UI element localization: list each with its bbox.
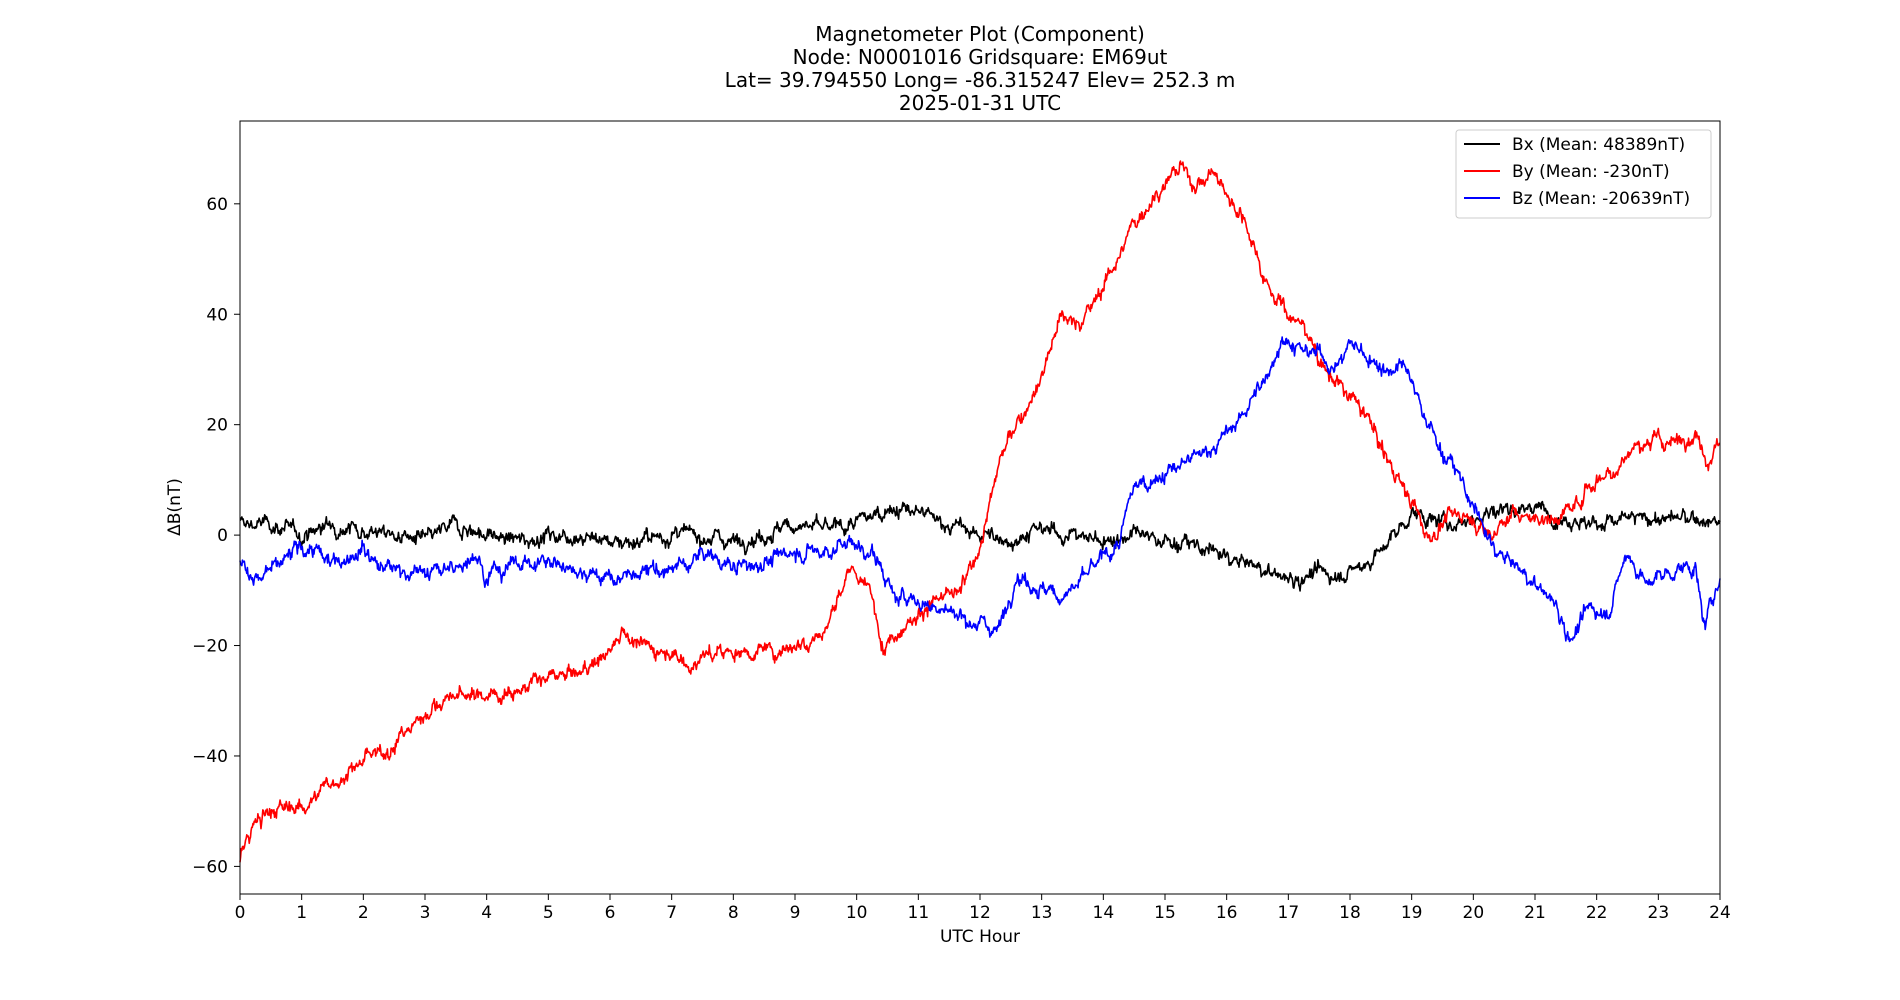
x-tick-label: 13	[1031, 903, 1053, 923]
y-tick-label: 40	[206, 305, 228, 325]
x-tick-label: 18	[1339, 903, 1361, 923]
legend-box	[1455, 129, 1712, 219]
x-tick-label: 4	[481, 903, 492, 923]
x-tick-label: 22	[1586, 903, 1608, 923]
x-tick-label: 3	[420, 903, 431, 923]
x-tick-label: 21	[1524, 903, 1546, 923]
x-tick-label: 9	[790, 903, 801, 923]
y-tick-label: −20	[192, 637, 228, 657]
x-tick-label: 6	[605, 903, 616, 923]
x-tick-label: 14	[1093, 903, 1115, 923]
x-tick-label: 8	[728, 903, 739, 923]
chart-title-line-2: Node: N0001016 Gridsquare: EM69ut	[793, 45, 1168, 69]
x-tick-label: 23	[1648, 903, 1670, 923]
x-tick-label: 10	[846, 903, 868, 923]
series-line-bz	[239, 336, 1721, 643]
y-tick-label: 60	[206, 195, 228, 215]
x-tick-label: 0	[235, 903, 246, 923]
x-axis: 0 1 2 3 4 5 6 7 8 9 10 11 12 13 14 15 16 17 18 19 20 21 22 23 24	[235, 894, 1731, 923]
x-tick-label: 2	[358, 903, 369, 923]
legend: Bx (Mean: 48389nT) By (Mean: -230nT) Bz …	[1455, 129, 1712, 219]
x-tick-label: 19	[1401, 903, 1423, 923]
x-tick-label: 12	[969, 903, 991, 923]
y-tick-label: 20	[206, 416, 228, 436]
x-tick-label: 5	[543, 903, 554, 923]
legend-label-bz: Bz (Mean: -20639nT)	[1512, 189, 1690, 209]
y-tick-label: −40	[192, 747, 228, 767]
x-tick-label: 24	[1709, 903, 1731, 923]
chart-title-line-3: Lat= 39.794550 Long= -86.315247 Elev= 25…	[725, 68, 1236, 92]
x-tick-label: 15	[1154, 903, 1176, 923]
x-tick-label: 1	[296, 903, 307, 923]
y-axis: −60 −40 −20 0 20 40 60	[192, 195, 240, 877]
series-line-by	[239, 160, 1721, 863]
legend-label-bx: Bx (Mean: 48389nT)	[1512, 135, 1685, 155]
x-tick-label: 16	[1216, 903, 1238, 923]
y-axis-label: ΔB(nT)	[165, 478, 185, 536]
y-tick-label: −60	[192, 857, 228, 877]
y-tick-label: 0	[217, 526, 228, 546]
chart-title-line-1: Magnetometer Plot (Component)	[815, 22, 1145, 46]
x-tick-label: 20	[1463, 903, 1485, 923]
x-tick-label: 17	[1278, 903, 1300, 923]
chart-title-line-4: 2025-01-31 UTC	[899, 91, 1061, 115]
x-tick-label: 11	[908, 903, 930, 923]
chart-title: Magnetometer Plot (Component) Node: N000…	[725, 22, 1236, 115]
x-tick-label: 7	[666, 903, 677, 923]
series-lines	[239, 160, 1721, 863]
legend-label-by: By (Mean: -230nT)	[1512, 162, 1670, 182]
x-axis-label: UTC Hour	[940, 927, 1020, 947]
plot-frame	[239, 120, 1721, 895]
